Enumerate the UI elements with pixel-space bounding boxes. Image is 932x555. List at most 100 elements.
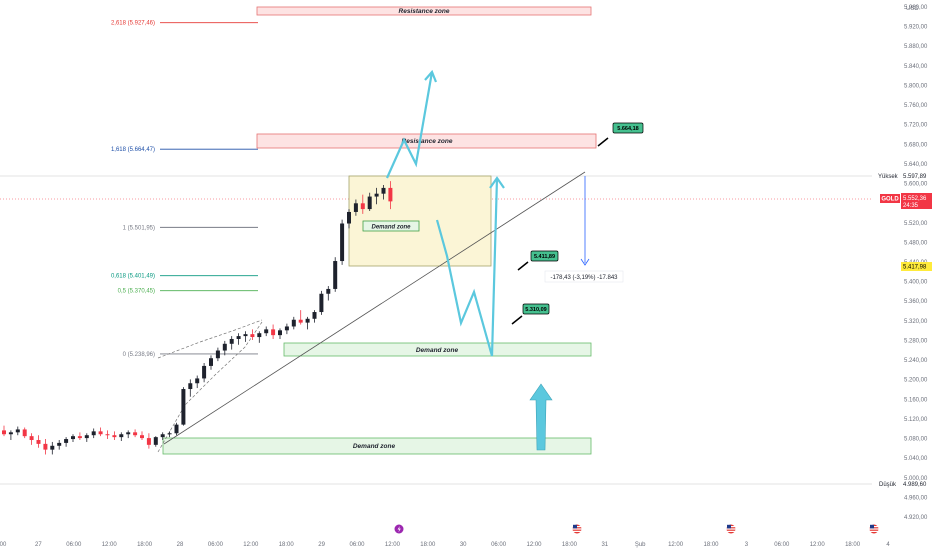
time-tick-label: 30 xyxy=(460,542,467,548)
candle[interactable] xyxy=(15,426,20,436)
upward-projection-path[interactable] xyxy=(385,71,434,179)
candle-body xyxy=(50,445,55,450)
candle[interactable] xyxy=(126,430,131,439)
price-tick-label: 5.720,00 xyxy=(904,123,928,129)
candle[interactable] xyxy=(347,209,351,229)
candle[interactable] xyxy=(22,427,27,439)
candle[interactable] xyxy=(202,363,207,383)
candle[interactable] xyxy=(153,436,158,447)
demand-zone-low[interactable]: Demand zone xyxy=(162,437,592,455)
time-tick-label: 18:00 xyxy=(137,542,153,548)
candle[interactable] xyxy=(77,432,82,441)
price-tick-label: 5.200,00 xyxy=(904,378,928,384)
candle[interactable] xyxy=(298,310,303,325)
price-tag-2[interactable] xyxy=(530,250,559,262)
symbol-label: GOLD xyxy=(881,197,899,203)
candle[interactable] xyxy=(250,329,255,340)
candle[interactable] xyxy=(57,440,62,450)
candle-body xyxy=(98,431,103,435)
projection-line-1[interactable] xyxy=(157,321,263,453)
resistance-zone-top[interactable]: Resistance zone xyxy=(256,6,592,16)
projection-line-2[interactable] xyxy=(157,319,263,359)
time-tick-label: 06:00 xyxy=(66,542,82,548)
candle[interactable] xyxy=(271,324,276,339)
candle[interactable] xyxy=(119,432,124,441)
candle[interactable] xyxy=(36,435,41,448)
candle[interactable] xyxy=(105,430,110,440)
candle[interactable] xyxy=(146,433,151,449)
candle[interactable] xyxy=(236,333,241,345)
big-up-arrow-icon[interactable] xyxy=(529,383,553,451)
candle[interactable] xyxy=(2,425,6,437)
resistance-zone-mid-label: Resistance zone xyxy=(402,138,453,145)
trend-line[interactable] xyxy=(163,171,586,445)
candle[interactable] xyxy=(215,347,220,362)
candle[interactable] xyxy=(71,434,75,442)
candle[interactable] xyxy=(91,428,96,439)
candle[interactable] xyxy=(284,323,289,335)
candle[interactable] xyxy=(333,257,338,292)
high-label: Yüksek xyxy=(878,174,899,180)
candle-body xyxy=(167,433,172,435)
candle[interactable] xyxy=(160,432,165,441)
candle[interactable] xyxy=(367,192,372,211)
price-tick-label: 5.520,00 xyxy=(904,221,928,227)
candle[interactable] xyxy=(195,375,200,389)
candle[interactable] xyxy=(278,328,282,339)
us-flag-event-icon[interactable] xyxy=(572,524,582,534)
time-tick-label: 4 xyxy=(886,542,890,548)
candle[interactable] xyxy=(222,340,227,356)
candle[interactable] xyxy=(43,439,48,455)
us-flag-event-icon-2[interactable] xyxy=(726,524,736,534)
candle[interactable] xyxy=(167,431,172,438)
candle[interactable] xyxy=(64,437,69,447)
candle[interactable] xyxy=(374,187,379,205)
candle[interactable] xyxy=(264,326,269,337)
price-tick-label: 5.680,00 xyxy=(904,142,928,148)
candle[interactable] xyxy=(305,316,310,330)
candle[interactable] xyxy=(340,219,345,265)
time-axis[interactable]: 00 27 06:00 12:00 18:00 28 06:00 12:00 18:00 29 06… xyxy=(0,542,890,548)
time-tick-label: 3 xyxy=(745,542,749,548)
upward-arrowhead-icon xyxy=(424,69,438,83)
price-tick-label: 5.920,00 xyxy=(904,25,928,31)
candle-body xyxy=(284,326,289,331)
candle[interactable] xyxy=(84,433,89,442)
candle[interactable] xyxy=(319,290,324,315)
candle[interactable] xyxy=(291,316,296,330)
candle[interactable] xyxy=(8,430,13,441)
candle[interactable] xyxy=(140,431,144,441)
candle[interactable] xyxy=(174,422,179,436)
candle[interactable] xyxy=(188,379,193,397)
candle[interactable] xyxy=(388,181,393,210)
candle[interactable] xyxy=(29,433,34,445)
candle[interactable] xyxy=(326,286,331,301)
candle[interactable] xyxy=(257,331,262,343)
candle[interactable] xyxy=(133,429,138,438)
demand-zone-mid[interactable]: Demand zone xyxy=(283,342,592,357)
us-flag-event-icon-3[interactable] xyxy=(869,524,879,534)
small-demand-zone-rect xyxy=(362,220,420,232)
candle-body xyxy=(91,431,96,436)
demand-zone-mid-rect xyxy=(283,342,592,357)
candle[interactable] xyxy=(243,331,248,342)
candle[interactable] xyxy=(209,355,213,370)
downward-projection-path[interactable] xyxy=(435,177,499,357)
candle[interactable] xyxy=(360,194,365,214)
candle[interactable] xyxy=(181,387,186,426)
candle[interactable] xyxy=(50,441,55,455)
price-tag-3[interactable] xyxy=(522,303,550,315)
resistance-zone-mid[interactable]: Resistance zone xyxy=(256,133,597,149)
small-demand-zone[interactable]: Demand zone xyxy=(362,220,420,232)
candle[interactable] xyxy=(381,185,386,200)
candle[interactable] xyxy=(312,310,317,323)
axis-badges: Yüksek 5.597,89 GOLD 5.552,36 24:35 5.41… xyxy=(878,174,932,488)
candle[interactable] xyxy=(229,336,234,350)
price-tag-1[interactable] xyxy=(612,122,644,134)
measurement-tool[interactable]: -178,43 (-3,19%) -17.843 xyxy=(544,176,624,283)
candle[interactable] xyxy=(353,199,358,216)
candle[interactable] xyxy=(112,431,117,441)
candle[interactable] xyxy=(98,427,103,437)
